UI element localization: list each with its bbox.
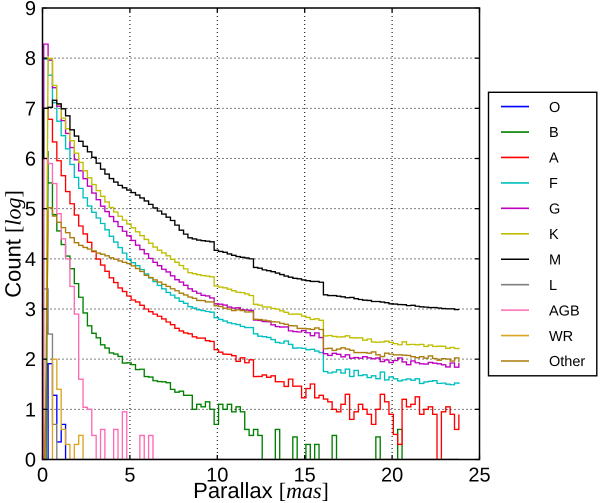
svg-text:0: 0 [25, 450, 36, 472]
svg-text:3: 3 [25, 299, 36, 321]
svg-text:B: B [549, 125, 559, 141]
svg-text:L: L [549, 278, 557, 294]
svg-text:7: 7 [25, 98, 36, 120]
svg-text:Parallax [mas]: Parallax [mas] [193, 478, 329, 503]
svg-text:0: 0 [37, 465, 48, 487]
svg-text:15: 15 [294, 465, 316, 487]
svg-text:M: M [549, 252, 561, 268]
svg-text:1: 1 [25, 399, 36, 421]
svg-text:9: 9 [25, 0, 36, 20]
svg-text:20: 20 [381, 465, 403, 487]
svg-text:AGB: AGB [549, 303, 580, 319]
svg-text:WR: WR [549, 329, 573, 345]
svg-text:5: 5 [25, 199, 36, 221]
svg-text:8: 8 [25, 48, 36, 70]
svg-text:25: 25 [468, 465, 490, 487]
svg-text:A: A [549, 151, 559, 167]
svg-text:F: F [549, 176, 558, 192]
svg-text:Other: Other [549, 354, 585, 370]
svg-text:G: G [549, 202, 560, 218]
svg-text:10: 10 [206, 465, 228, 487]
svg-text:K: K [549, 227, 559, 243]
svg-text:5: 5 [124, 465, 135, 487]
svg-text:Count [log]: Count [log] [1, 190, 26, 298]
svg-text:O: O [549, 100, 560, 116]
svg-text:4: 4 [25, 249, 36, 271]
svg-text:2: 2 [25, 349, 36, 371]
svg-text:6: 6 [25, 149, 36, 171]
